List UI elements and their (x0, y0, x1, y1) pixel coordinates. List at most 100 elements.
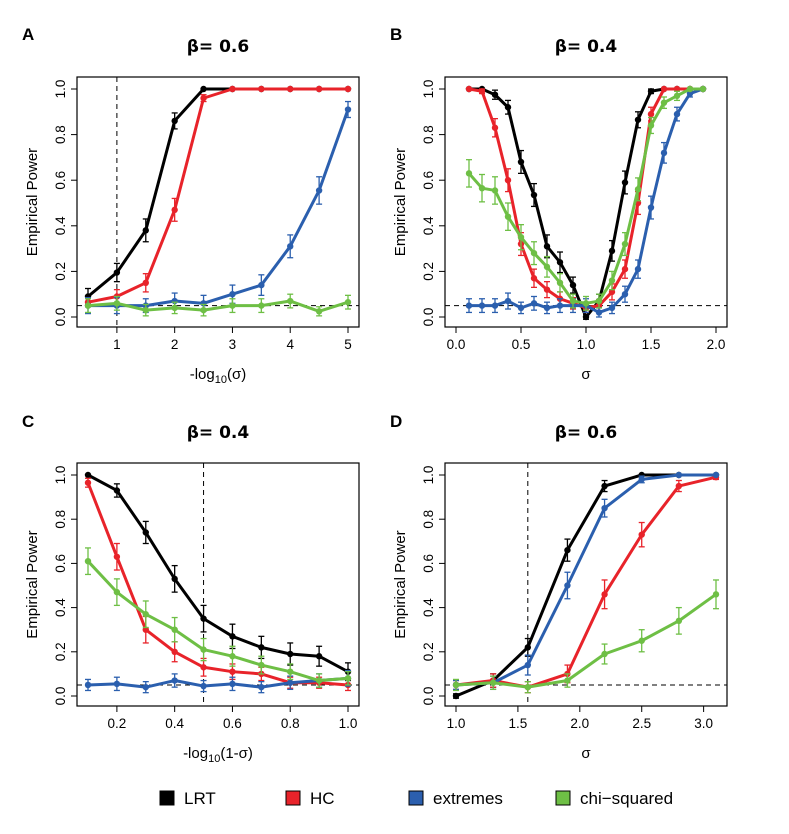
data-point (465, 302, 473, 309)
data-point (569, 281, 577, 289)
y-tick-label: 0.4 (421, 598, 436, 617)
y-tick-label: 0.8 (53, 125, 68, 144)
data-point (556, 302, 564, 309)
data-point (543, 286, 551, 293)
y-tick-label: 0.6 (53, 171, 68, 190)
data-point (229, 653, 236, 660)
x-tick-label: 2.0 (707, 337, 726, 352)
data-point (530, 275, 538, 282)
data-point (344, 298, 352, 306)
data-point (647, 204, 655, 211)
data-point (200, 94, 207, 102)
data-point (504, 297, 512, 305)
y-tick-label: 0.0 (53, 687, 68, 706)
x-tick-label: 0.2 (107, 716, 126, 731)
data-point (673, 85, 681, 93)
series-line (455, 473, 716, 687)
legend-label: HC (310, 789, 335, 808)
series-line (455, 475, 717, 689)
data-point (171, 677, 178, 684)
panel-title: β= 0.4 (555, 37, 618, 57)
data-point (452, 692, 460, 700)
data-point (647, 110, 655, 118)
y-tick-label: 0.2 (421, 642, 436, 661)
data-point (660, 85, 668, 93)
plot-frame (444, 462, 728, 707)
data-point (200, 646, 207, 653)
data-point (491, 91, 499, 98)
legend-label: extremes (433, 789, 503, 808)
panel-C: Cβ= 0.4 0.0 0.2 0.4 0.6 0.8 1.0 0.2 0.4 0.6 0.8 1.0… (22, 412, 360, 765)
data-point (504, 104, 512, 111)
x-tick-label: 0.8 (281, 716, 300, 731)
data-point (287, 650, 294, 658)
data-point (517, 158, 525, 166)
data-point (344, 106, 352, 113)
y-axis-label: Empirical Power (392, 530, 409, 638)
data-point (647, 122, 655, 129)
data-point (543, 243, 551, 250)
plot-frame (444, 76, 728, 328)
data-point (258, 281, 265, 289)
series-line (86, 560, 349, 683)
y-axis-label: Empirical Power (392, 148, 409, 256)
data-point (315, 308, 323, 315)
data-point (524, 683, 532, 691)
data-point (530, 249, 538, 257)
panel-letter: D (390, 412, 402, 431)
data-point (621, 240, 629, 248)
data-point (608, 304, 616, 312)
data-point (673, 92, 681, 100)
data-point (171, 575, 178, 583)
data-point (712, 591, 720, 598)
data-point (582, 300, 590, 307)
legend: LRT HC extremes chi−squared (159, 789, 673, 808)
data-point (686, 85, 694, 93)
x-tick-label: 3 (229, 337, 237, 352)
data-point (601, 591, 608, 598)
x-tick-label: 4 (286, 337, 294, 352)
data-point (142, 279, 149, 286)
y-tick-label: 0.2 (421, 262, 436, 281)
x-tick-label: 1.0 (339, 716, 358, 731)
x-axis-label: -log10(σ) (190, 366, 247, 386)
x-tick-label: 2.0 (570, 716, 589, 731)
data-point (543, 263, 551, 271)
data-point (601, 482, 608, 490)
data-point (258, 85, 265, 93)
y-tick-label: 0.0 (421, 687, 436, 706)
x-tick-label: 0.4 (165, 716, 184, 731)
panel-title: β= 0.6 (555, 423, 617, 443)
data-point (647, 88, 655, 95)
x-tick-label: 0.6 (223, 716, 242, 731)
data-point (675, 482, 683, 490)
x-tick-label: 0.5 (512, 337, 531, 352)
x-axis-label: σ (581, 745, 591, 762)
y-tick-label: 1.0 (421, 466, 436, 485)
series-HC (84, 85, 352, 308)
plot-frame (76, 76, 360, 328)
series-line (468, 87, 703, 310)
series-line (87, 676, 349, 689)
series-line (469, 87, 703, 319)
panel-A: Aβ= 0.6 0.0 0.2 0.4 0.6 0.8 1.0 1 2 3 4 5 Empirical … (22, 25, 360, 386)
data-point (582, 313, 590, 321)
data-point (229, 680, 236, 688)
data-point (478, 184, 486, 192)
data-point (595, 297, 603, 305)
y-tick-label: 0.8 (421, 510, 436, 529)
data-point (452, 681, 460, 689)
data-point (229, 633, 236, 640)
data-point (142, 227, 149, 234)
data-point (287, 243, 294, 250)
series-line (455, 593, 717, 689)
y-axis-label: Empirical Power (24, 148, 41, 256)
series-line (87, 87, 348, 304)
data-point (84, 479, 92, 486)
series-chi-squared (84, 293, 352, 317)
data-point (113, 680, 121, 688)
data-point (142, 683, 149, 691)
data-point (660, 99, 668, 106)
data-point (84, 471, 92, 479)
panel-letter: A (22, 25, 34, 44)
